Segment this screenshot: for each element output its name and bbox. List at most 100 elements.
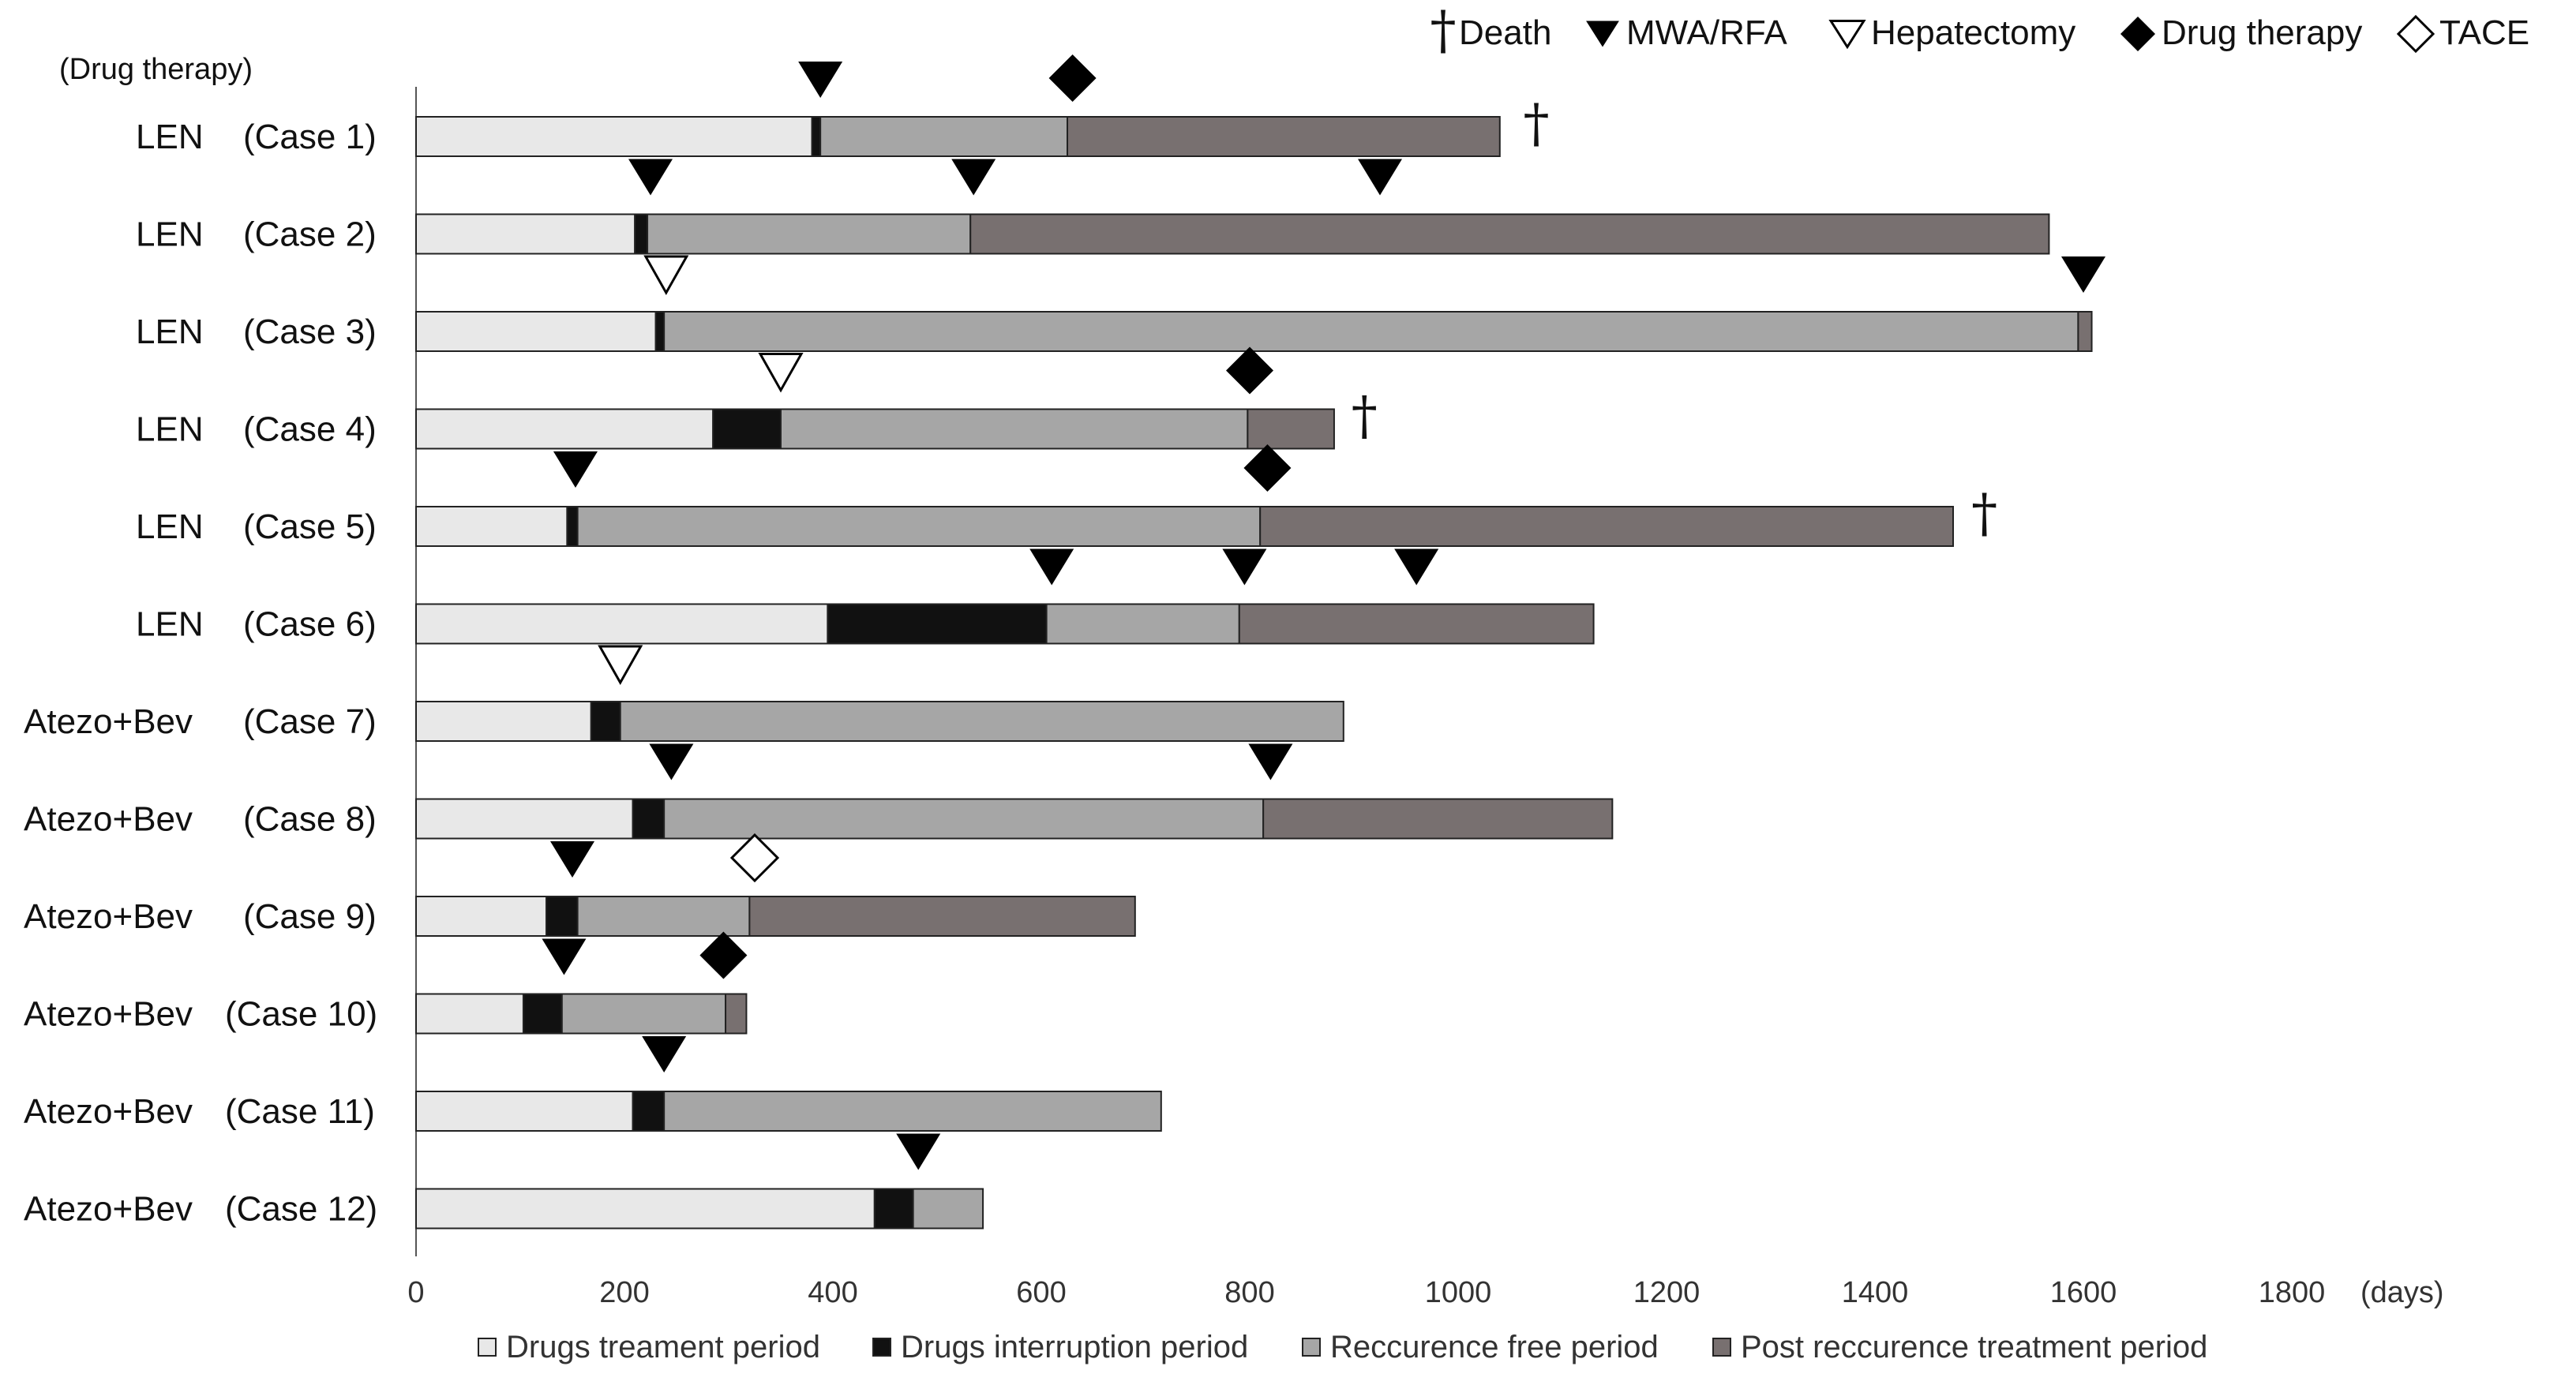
bar-segment-post <box>1262 798 1614 840</box>
event-mwa-icon <box>1358 159 1402 196</box>
bar-segment-rfree <box>663 798 1265 840</box>
bar-segment-treat <box>415 896 547 937</box>
bar-segment-rfree <box>912 1188 984 1230</box>
event-hep-icon <box>758 353 804 393</box>
row-drug-label: Atezo+Bev <box>24 897 193 936</box>
row-case-label: (Case 6) <box>243 605 377 644</box>
legend-drug-label: Drug therapy <box>2162 13 2362 52</box>
bar-segment-rfree <box>647 213 972 255</box>
bar-segment-post <box>1067 116 1501 157</box>
bar-segment-interrupt <box>634 213 649 255</box>
event-mwa-icon <box>553 451 598 488</box>
bar-segment-post <box>2077 311 2093 352</box>
bar-segment-treat <box>415 311 657 352</box>
bar-segment-treat <box>415 798 634 840</box>
row-case-label: (Case 4) <box>243 410 377 449</box>
bar-segment-interrupt <box>546 896 579 937</box>
x-tick-label: 1600 <box>2050 1276 2117 1309</box>
bar-segment-post <box>748 896 1136 937</box>
row-labels: LEN (Case 1) LEN (Case 2) LEN (Case 3) LEN (Cas… <box>24 118 377 1229</box>
x-tick-label: 200 <box>599 1276 649 1309</box>
row-drug-label: Atezo+Bev <box>24 1190 193 1229</box>
event-mwa-icon <box>628 159 673 196</box>
bar-segment-interrupt <box>566 506 579 547</box>
legend-label-rfree: Reccurence free period <box>1330 1330 1659 1364</box>
bar-segment-interrupt <box>811 116 822 157</box>
row-drug-label: LEN <box>136 605 204 644</box>
x-tick-label: 400 <box>808 1276 857 1309</box>
row-case-label: (Case 8) <box>243 800 377 839</box>
bar-segment-interrupt <box>632 798 666 840</box>
event-hep-icon <box>598 645 643 686</box>
x-tick-label: 1200 <box>1633 1276 1700 1309</box>
legend-death-icon: † <box>1430 0 1457 61</box>
bar-segment-post <box>969 213 2050 255</box>
bar-segment-post <box>1259 506 1954 547</box>
legend-swatch-post <box>1712 1338 1731 1357</box>
bar-segment-treat <box>415 603 829 645</box>
event-death-icon: † <box>1352 386 1378 447</box>
row-drug-label: LEN <box>136 507 204 546</box>
legend-mwa-label: MWA/RFA <box>1626 13 1787 52</box>
row-case-label: (Case 1) <box>243 118 377 156</box>
legend-swatch-treat <box>478 1338 497 1357</box>
bar-segment-rfree <box>819 116 1069 157</box>
bar-segment-treat <box>415 993 524 1035</box>
event-mwa-icon <box>2061 256 2105 293</box>
event-mwa-icon <box>649 743 694 780</box>
legend-death-label: Death <box>1459 13 1551 52</box>
event-markers: † † † <box>542 54 2105 1170</box>
legend-tace-icon <box>2396 14 2435 54</box>
bar-segment-post <box>725 993 748 1035</box>
legend-hep-icon <box>1828 20 1866 50</box>
event-mwa-icon <box>798 62 843 98</box>
legend-mwa-icon <box>1586 21 1619 47</box>
row-case-label: (Case 12) <box>225 1190 377 1229</box>
bar-segment-rfree <box>663 311 2079 352</box>
bar-segment-interrupt <box>712 408 782 450</box>
x-axis: 0 200 400 600 800 1000 1200 1400 1600 1800 <box>407 1276 2325 1309</box>
x-tick-label: 0 <box>407 1276 424 1309</box>
row-drug-label: Atezo+Bev <box>24 800 193 839</box>
x-tick-label: 1000 <box>1425 1276 1492 1309</box>
bar-segment-interrupt <box>632 1091 666 1132</box>
bar-segment-interrupt <box>590 701 621 742</box>
event-hep-icon <box>643 255 689 296</box>
bar-segment-rfree <box>576 506 1262 547</box>
bar-segment-post <box>1247 408 1335 450</box>
row-drug-label: LEN <box>136 410 204 449</box>
bar-segment-post <box>1238 603 1595 645</box>
event-mwa-icon <box>1222 548 1267 586</box>
legend-label-interrupt: Drugs interruption period <box>901 1330 1248 1364</box>
bar-segment-rfree <box>561 993 727 1035</box>
bar-segment-rfree <box>1045 603 1240 645</box>
event-drug-icon <box>1226 346 1273 395</box>
bar-segment-rfree <box>780 408 1249 450</box>
row-case-label: (Case 11) <box>225 1092 375 1131</box>
event-mwa-icon <box>951 159 996 196</box>
row-drug-label: Atezo+Bev <box>24 702 193 741</box>
event-drug-icon <box>1243 444 1292 492</box>
x-tick-label: 800 <box>1224 1276 1274 1309</box>
event-mwa-icon <box>1394 548 1439 586</box>
x-axis-label: (days) <box>2360 1276 2444 1309</box>
event-death-icon: † <box>1524 93 1550 154</box>
event-mwa-icon <box>542 938 587 975</box>
bar-segment-treat <box>415 701 592 742</box>
event-tace-icon <box>729 833 780 883</box>
event-legend: † Death MWA/RFA Hepatectomy Drug therapy TACE <box>1430 0 2530 61</box>
bar-segment-interrupt <box>654 311 666 352</box>
legend-swatch-rfree <box>1302 1338 1321 1357</box>
bar-segment-treat <box>415 116 813 157</box>
bar-segment-rfree <box>576 896 751 937</box>
row-drug-label: Atezo+Bev <box>24 1092 193 1131</box>
row-drug-label: LEN <box>136 215 204 254</box>
event-death-icon: † <box>1971 483 1997 544</box>
chart-title: (Drug therapy) <box>59 53 253 86</box>
bar-segment-interrupt <box>827 603 1048 645</box>
event-mwa-icon <box>550 841 594 878</box>
segment-legend: Drugs treament period Drugs interruption … <box>478 1330 2207 1364</box>
row-drug-label: LEN <box>136 118 204 156</box>
bar-segment-rfree <box>619 701 1344 742</box>
event-mwa-icon <box>642 1036 687 1072</box>
